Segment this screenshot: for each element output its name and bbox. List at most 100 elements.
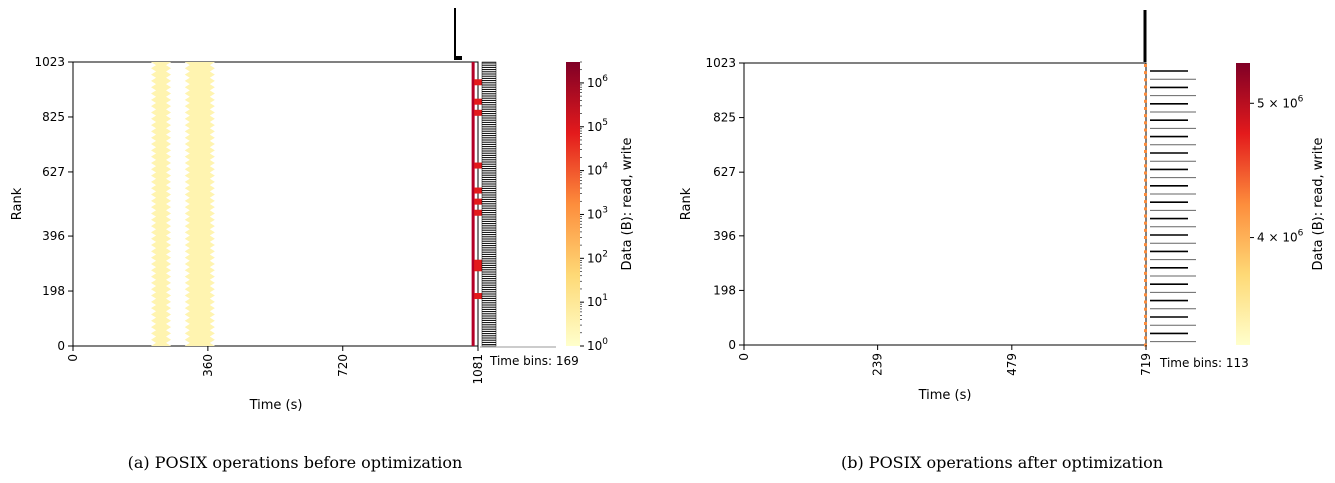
x-tick-label: 720 xyxy=(336,354,350,377)
colorbar-tick-label: 5 × 106 xyxy=(1257,94,1304,110)
burst-mark xyxy=(1144,192,1147,196)
burst-cluster xyxy=(474,187,487,194)
burst-cluster xyxy=(474,198,487,205)
burst-mark xyxy=(1144,178,1147,182)
activity-band xyxy=(151,62,172,346)
burst-mark xyxy=(1144,157,1147,161)
colorbar-tick-label: 103 xyxy=(587,205,608,221)
panel-b-plot-area xyxy=(743,62,1147,346)
burst-mark xyxy=(1144,264,1147,268)
panel-b: 0 198 396 627 825 1023 0 239 479 719 Rank Time (… xyxy=(679,10,1326,472)
panel-b-colorbar-label: Data (B): read, write xyxy=(1311,138,1326,271)
x-tick-label: 0 xyxy=(66,354,80,362)
panel-a-colorbar-label: Data (B): read, write xyxy=(620,138,635,271)
panel-a-colorbar-ticks: 100 101 102 103 104 105 106 xyxy=(580,61,608,353)
activity-band xyxy=(184,62,215,346)
x-tick-label: 239 xyxy=(871,353,885,376)
burst-cluster xyxy=(474,109,487,116)
burst-cluster xyxy=(474,79,487,86)
burst-mark xyxy=(1144,243,1147,247)
panel-b-colorbar xyxy=(1236,63,1250,345)
burst-cluster xyxy=(474,293,487,300)
panel-a-top-marginal-tick xyxy=(456,56,462,60)
panel-b-xlabel: Time (s) xyxy=(918,388,972,403)
burst-cluster xyxy=(474,265,487,272)
burst-mark xyxy=(1144,171,1147,175)
panel-a-final-burst xyxy=(471,62,491,346)
burst-cluster xyxy=(474,209,487,216)
burst-mark xyxy=(1144,286,1147,290)
burst-mark xyxy=(1144,314,1147,318)
burst-mark xyxy=(1144,106,1147,110)
burst-cluster xyxy=(474,98,487,105)
colorbar-tick-label: 4 × 106 xyxy=(1257,229,1304,245)
burst-mark xyxy=(1144,71,1147,75)
burst-mark xyxy=(1144,142,1147,146)
panel-a-time-bins: Time bins: 169 xyxy=(489,354,579,368)
x-tick-label: 719 xyxy=(1139,353,1153,376)
panel-a-x-ticks: 0 360 720 1081 xyxy=(66,346,485,385)
panel-b-final-burst xyxy=(1144,63,1147,347)
x-tick-label: 360 xyxy=(201,354,215,377)
burst-mark xyxy=(1144,78,1147,82)
burst-mark xyxy=(1144,321,1147,325)
panel-a-caption: (a) POSIX operations before optimization xyxy=(128,453,463,472)
burst-column xyxy=(471,62,475,346)
panel-a-activity-bands xyxy=(151,62,215,346)
colorbar-tick-label: 105 xyxy=(587,118,608,134)
burst-mark xyxy=(1144,85,1147,89)
panel-b-x-ticks: 0 239 479 719 xyxy=(737,345,1153,376)
panel-b-ylabel: Rank xyxy=(679,187,694,220)
burst-mark xyxy=(1144,207,1147,211)
burst-mark xyxy=(1144,307,1147,311)
burst-cluster xyxy=(474,259,487,266)
y-tick-label: 1023 xyxy=(34,55,65,69)
panel-a-plot-area xyxy=(72,61,479,347)
burst-mark xyxy=(1144,135,1147,139)
burst-mark xyxy=(1144,92,1147,96)
burst-mark xyxy=(1144,235,1147,239)
panel-a-rank-marginal xyxy=(480,61,556,348)
y-tick-label: 0 xyxy=(57,339,65,353)
x-tick-label: 479 xyxy=(1005,353,1019,376)
burst-mark xyxy=(1144,221,1147,225)
burst-mark xyxy=(1144,214,1147,218)
burst-mark xyxy=(1144,257,1147,261)
colorbar-tick-label: 106 xyxy=(587,74,608,90)
colorbar-tick-label: 102 xyxy=(587,249,608,265)
burst-mark xyxy=(1144,114,1147,118)
y-tick-label: 396 xyxy=(42,229,65,243)
y-tick-label: 825 xyxy=(713,111,736,125)
burst-mark xyxy=(1144,121,1147,125)
burst-mark xyxy=(1144,228,1147,232)
burst-mark xyxy=(1144,149,1147,153)
panel-a: 0 198 396 627 825 1023 0 360 720 1081 Rank Time … xyxy=(10,8,635,472)
panel-b-colorbar-ticks: 4 × 106 5 × 106 xyxy=(1250,94,1304,245)
y-tick-label: 1023 xyxy=(705,56,736,70)
y-tick-label: 0 xyxy=(728,338,736,352)
burst-mark xyxy=(1144,200,1147,204)
y-tick-label: 198 xyxy=(42,284,65,298)
panel-a-colorbar xyxy=(566,62,580,346)
burst-mark xyxy=(1144,63,1147,67)
burst-mark xyxy=(1144,300,1147,304)
colorbar-tick-label: 104 xyxy=(587,162,608,178)
burst-mark xyxy=(1144,164,1147,168)
colorbar-tick-label: 100 xyxy=(587,337,608,353)
y-tick-label: 627 xyxy=(713,165,736,179)
panel-a-y-ticks: 0 198 396 627 825 1023 xyxy=(34,55,73,353)
panel-a-xlabel: Time (s) xyxy=(249,398,303,413)
colorbar-tick-label: 101 xyxy=(587,293,608,309)
y-tick-label: 825 xyxy=(42,110,65,124)
y-tick-label: 396 xyxy=(713,229,736,243)
burst-cluster xyxy=(474,162,487,169)
burst-mark xyxy=(1144,293,1147,297)
burst-mark xyxy=(1144,250,1147,254)
panel-a-ylabel: Rank xyxy=(10,187,25,220)
burst-mark xyxy=(1144,271,1147,275)
burst-mark xyxy=(1144,185,1147,189)
burst-mark xyxy=(1144,329,1147,333)
y-tick-label: 198 xyxy=(713,283,736,297)
burst-mark xyxy=(1144,128,1147,132)
